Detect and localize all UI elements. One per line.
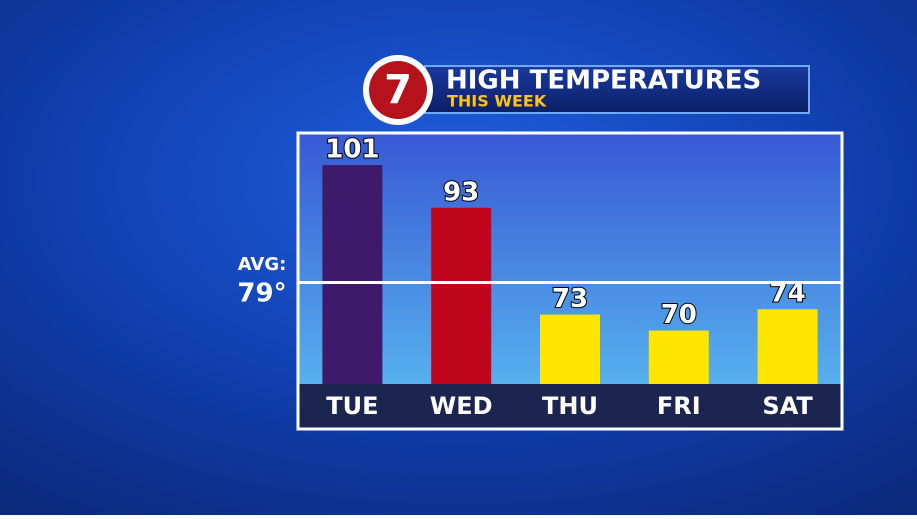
bar [757,309,818,384]
category-band [298,384,842,429]
x-tick-label: WED [430,392,493,420]
x-tick-label: FRI [657,392,701,420]
bar [322,165,383,384]
logo-disc [369,61,427,119]
logo-text: 7 [384,67,412,113]
value-label: 73 [552,284,588,314]
chart-subtitle: THIS WEEK [447,92,547,111]
plot-frame [296,131,844,431]
bar [431,207,492,384]
bar [648,330,709,384]
value-label: 93 [443,177,479,207]
x-tick-label: TUE [326,392,378,420]
value-label: 101 [325,135,379,165]
average-value-label: 79° [237,279,286,309]
average-label: AVG: [238,254,287,275]
chart-title: HIGH TEMPERATURES [446,66,761,96]
bar [540,314,600,384]
value-label: 70 [661,300,697,330]
x-tick-label: SAT [762,392,813,420]
x-tick-label: THU [542,392,598,420]
